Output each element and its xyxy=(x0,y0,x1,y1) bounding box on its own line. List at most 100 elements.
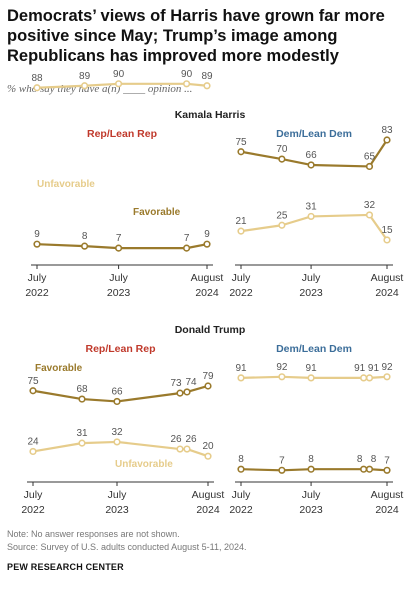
x-tick-label: 2022 xyxy=(229,287,253,299)
x-tick-label: 2024 xyxy=(195,287,219,299)
x-tick-label: 2023 xyxy=(105,504,129,516)
data-point xyxy=(29,447,37,456)
data-point xyxy=(114,244,123,252)
x-tick-label: July xyxy=(302,489,321,501)
data-point xyxy=(307,212,315,221)
data-label: 26 xyxy=(170,434,182,445)
data-label: 75 xyxy=(235,137,247,148)
data-point xyxy=(183,80,191,88)
data-label: 8 xyxy=(357,454,363,465)
x-tick-label: July xyxy=(28,272,47,284)
x-tick-label: 2024 xyxy=(375,504,399,516)
data-point xyxy=(278,155,286,163)
x-tick-label: July xyxy=(232,489,251,501)
data-label: 66 xyxy=(306,150,318,161)
data-label: 68 xyxy=(76,384,88,395)
data-point xyxy=(204,382,212,390)
data-point xyxy=(307,374,315,382)
data-point xyxy=(80,242,89,250)
x-tick-label: July xyxy=(108,489,127,501)
data-point xyxy=(113,438,121,446)
x-tick-label: July xyxy=(232,272,251,284)
data-point xyxy=(365,374,374,382)
credit-text: PEW RESEARCH CENTER xyxy=(7,562,124,572)
x-tick-label: 2022 xyxy=(229,504,253,516)
data-point xyxy=(237,227,245,235)
series-line xyxy=(32,384,209,403)
data-point xyxy=(114,80,123,88)
x-tick-label: August xyxy=(371,272,404,284)
series-label: Unfavorable xyxy=(115,459,173,470)
data-label: 79 xyxy=(202,371,214,382)
data-label: 8 xyxy=(238,454,244,465)
data-point xyxy=(383,136,391,144)
x-tick-label: July xyxy=(302,272,321,284)
data-label: 21 xyxy=(235,216,247,227)
panel-title: Dem/Lean Dem xyxy=(276,128,352,140)
x-tick-label: August xyxy=(191,272,224,284)
data-label: 90 xyxy=(113,69,125,80)
data-label: 31 xyxy=(76,428,88,439)
data-label: 9 xyxy=(34,229,40,240)
data-label: 7 xyxy=(184,233,190,244)
data-point xyxy=(29,387,37,395)
data-label: 15 xyxy=(381,225,393,236)
data-point xyxy=(365,162,374,171)
data-label: 32 xyxy=(364,200,376,211)
data-point xyxy=(307,161,315,169)
data-label: 32 xyxy=(111,427,123,438)
panel-title: Dem/Lean Dem xyxy=(276,343,352,355)
x-tick-label: August xyxy=(192,489,225,501)
data-point xyxy=(365,211,374,219)
x-tick-label: 2024 xyxy=(196,504,220,516)
data-point xyxy=(365,465,374,473)
data-label: 91 xyxy=(368,363,380,374)
data-label: 26 xyxy=(185,434,197,445)
data-point xyxy=(80,82,89,90)
data-label: 8 xyxy=(308,454,314,465)
data-label: 24 xyxy=(27,436,39,447)
data-label: 89 xyxy=(79,71,91,82)
data-label: 88 xyxy=(31,73,43,84)
data-point xyxy=(78,395,86,403)
x-tick-label: 2022 xyxy=(21,504,45,516)
x-tick-label: August xyxy=(371,489,404,501)
data-label: 90 xyxy=(181,69,193,80)
section-heading: Kamala Harris xyxy=(175,109,246,121)
data-label: 91 xyxy=(235,363,247,374)
data-point xyxy=(360,465,368,473)
data-label: 20 xyxy=(202,441,214,452)
series-label: Favorable xyxy=(35,363,83,374)
x-tick-label: 2022 xyxy=(25,287,49,299)
data-label: 91 xyxy=(306,363,318,374)
data-label: 89 xyxy=(201,71,213,82)
series-line xyxy=(32,440,209,458)
data-point xyxy=(183,445,191,453)
data-point xyxy=(113,397,121,406)
data-point xyxy=(383,373,391,381)
x-tick-label: July xyxy=(109,272,128,284)
data-point xyxy=(237,148,245,156)
data-point xyxy=(33,240,41,248)
data-label: 7 xyxy=(384,455,390,466)
series-label: Favorable xyxy=(133,207,181,218)
data-label: 70 xyxy=(276,144,288,155)
data-label: 7 xyxy=(279,455,285,466)
data-label: 8 xyxy=(82,231,88,242)
data-label: 65 xyxy=(364,151,376,162)
x-tick-label: 2024 xyxy=(375,287,399,299)
panel-title: Rep/Lean Rep xyxy=(85,343,155,355)
x-tick-label: July xyxy=(24,489,43,501)
data-point xyxy=(33,84,41,92)
chart-title: Democrats’ views of Harris have grown fa… xyxy=(7,7,385,65)
data-label: 73 xyxy=(170,378,182,389)
data-label: 8 xyxy=(371,454,377,465)
x-tick-label: 2023 xyxy=(107,287,131,299)
data-label: 75 xyxy=(27,376,39,387)
x-tick-label: 2023 xyxy=(299,287,323,299)
section-heading: Donald Trump xyxy=(175,324,246,336)
data-point xyxy=(237,465,245,473)
data-point xyxy=(176,389,184,397)
data-point xyxy=(203,240,211,248)
